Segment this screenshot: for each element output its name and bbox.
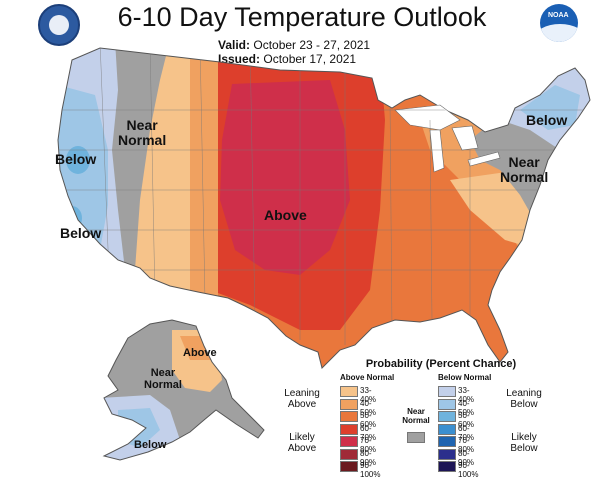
legend-above-header: Above Normal — [340, 373, 395, 382]
page-title: 6-10 Day Temperature Outlook — [117, 2, 487, 32]
issued-value: October 17, 2021 — [263, 52, 357, 66]
legend-below-label: 80-90% — [458, 448, 475, 467]
legend-above-label: 40-50% — [360, 398, 377, 417]
legend-leaning-above-2: Above — [287, 399, 317, 410]
label-near-normal-west-line1: Near — [126, 117, 158, 133]
issued-line: Issued: October 17, 2021 — [218, 52, 356, 66]
legend-above-swatch — [340, 411, 358, 422]
legend-above-swatch — [340, 436, 358, 447]
legend-above-swatch — [340, 398, 358, 410]
legend-likely-below-2: Below — [510, 443, 538, 454]
legend-below-header: Below Normal — [438, 373, 492, 382]
lake-huron — [451, 125, 479, 151]
legend-below-label: 90-100% — [458, 461, 479, 479]
legend-above-label: 80-90% — [360, 448, 377, 467]
legend-leaning-below-1: Leaning — [506, 388, 542, 399]
legend-likely-above-1: Likely — [289, 432, 315, 443]
valid-line: Valid: October 23 - 27, 2021 — [218, 38, 370, 52]
legend-below-swatch — [438, 423, 456, 435]
label-alaska-near-line1: Near — [150, 367, 176, 379]
probability-legend: Probability (Percent Chance) Above Norma… — [278, 358, 604, 479]
legend-below-swatch — [438, 448, 456, 460]
lake-superior — [394, 104, 461, 131]
label-near-normal-east-line1: Near — [508, 154, 540, 170]
legend-above-label: 70-80% — [360, 436, 377, 454]
commerce-seal-logo — [38, 4, 80, 46]
label-below-northeast: Below — [526, 112, 568, 128]
legend-likely-above-2: Above — [287, 443, 317, 454]
below-40-50-west — [58, 80, 108, 270]
legend-leaning-below-2: Below — [510, 399, 538, 410]
label-alaska-near-normal: Near Normal — [144, 367, 182, 391]
legend-leaning-above-1: Leaning — [284, 388, 320, 399]
legend-above-swatch — [340, 386, 358, 397]
label-alaska-above: Above — [183, 347, 217, 359]
above-70-80-region — [220, 80, 350, 275]
valid-value: October 23 - 27, 2021 — [253, 38, 371, 52]
legend-below-swatch — [438, 398, 456, 410]
legend-leaning-below: Leaning Below — [500, 388, 548, 410]
legend-below-label: 70-80% — [458, 436, 475, 454]
issued-label: Issued: — [218, 52, 261, 66]
legend-below-label: 60-70% — [458, 423, 475, 442]
conus-outline — [57, 47, 591, 369]
legend-below-label: 33-40% — [458, 386, 475, 404]
label-alaska-below: Below — [134, 439, 167, 451]
legend-near-normal-1: Near — [407, 407, 425, 416]
label-near-normal-west-line2: Normal — [118, 131, 167, 148]
noaa-logo — [540, 4, 578, 42]
lake-michigan — [429, 129, 445, 173]
legend-title: Probability (Percent Chance) — [365, 358, 517, 370]
label-near-normal-west: Near Normal — [118, 118, 166, 147]
label-below-west-north: Below — [55, 151, 97, 167]
legend-near-normal-2: Normal — [402, 415, 430, 425]
legend-below-label: 50-60% — [458, 411, 475, 429]
below-50-60-west-north — [66, 146, 90, 174]
legend-above-label: 60-70% — [360, 423, 377, 442]
legend-near-normal-swatch — [407, 432, 425, 443]
legend-above-swatch — [340, 423, 358, 435]
legend-near-normal-label: Near Normal — [398, 407, 434, 426]
label-near-normal-east-line2: Normal — [500, 168, 549, 185]
label-alaska-near-line2: Normal — [144, 378, 182, 391]
legend-below-label: 40-50% — [458, 398, 475, 417]
legend-above-label: 90-100% — [360, 461, 381, 479]
legend-leaning-above: Leaning Above — [278, 388, 326, 410]
legend-above-label: 50-60% — [360, 411, 377, 429]
label-above-central: Above — [264, 207, 307, 223]
legend-likely-below-1: Likely — [511, 432, 537, 443]
label-below-west-south: Below — [60, 225, 102, 241]
legend-likely-above: Likely Above — [278, 432, 326, 454]
legend-above-label: 33-40% — [360, 386, 377, 404]
legend-below-swatch — [438, 386, 456, 397]
lake-erie — [467, 151, 501, 167]
below-40-50-northeast — [520, 85, 580, 130]
legend-below-swatch — [438, 411, 456, 422]
legend-above-swatch — [340, 448, 358, 460]
legend-above-swatch — [340, 461, 358, 472]
legend-likely-below: Likely Below — [500, 432, 548, 454]
valid-label: Valid: — [218, 38, 251, 52]
conus-shading — [58, 48, 590, 368]
legend-below-swatch — [438, 461, 456, 472]
noaa-logo-text: NOAA — [548, 12, 569, 19]
label-near-normal-east: Near Normal — [500, 155, 548, 184]
legend-below-swatch — [438, 436, 456, 447]
alaska-outline — [102, 319, 265, 461]
